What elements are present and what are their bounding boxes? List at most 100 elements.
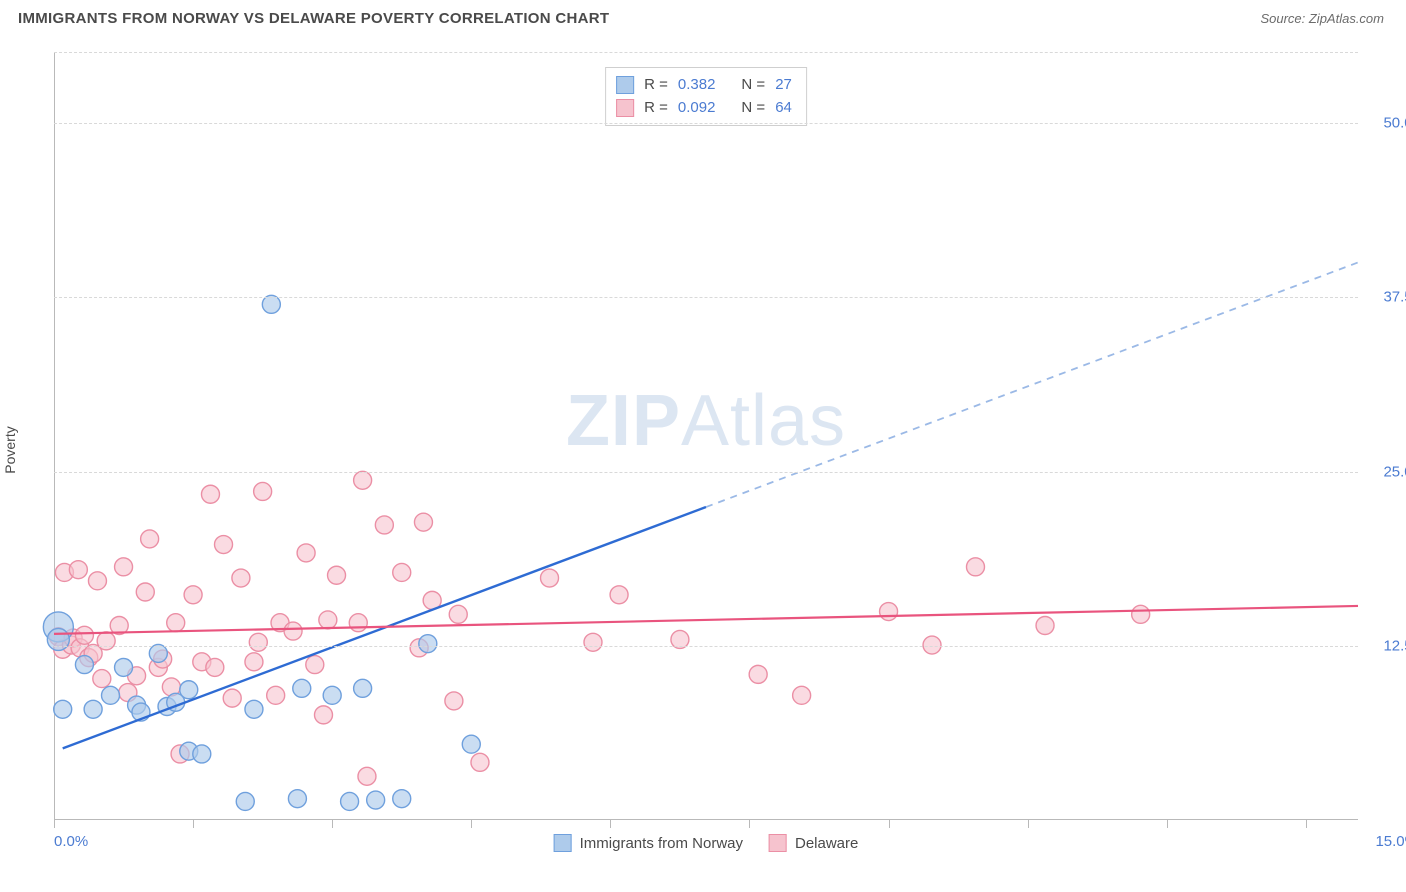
y-tick-label: 12.5% xyxy=(1366,638,1406,655)
scatter-point xyxy=(471,753,489,771)
scatter-point xyxy=(267,686,285,704)
x-tick-mark xyxy=(1306,820,1307,828)
scatter-point xyxy=(414,513,432,531)
scatter-point xyxy=(245,700,263,718)
plot-svg xyxy=(54,53,1358,820)
regression-line xyxy=(54,606,1358,634)
scatter-point xyxy=(201,485,219,503)
chart-container: Poverty ZIPAtlas R =0.382N =27R =0.092N … xyxy=(18,40,1388,860)
scatter-point xyxy=(354,471,372,489)
scatter-point xyxy=(584,633,602,651)
scatter-point xyxy=(323,686,341,704)
scatter-point xyxy=(449,605,467,623)
regression-line-extrapolated xyxy=(706,262,1358,507)
scatter-point xyxy=(319,611,337,629)
grid-line xyxy=(54,472,1358,473)
scatter-point xyxy=(232,569,250,587)
stat-r-value: 0.092 xyxy=(678,97,716,120)
chart-header: IMMIGRANTS FROM NORWAY VS DELAWARE POVER… xyxy=(0,0,1406,33)
scatter-point xyxy=(610,586,628,604)
legend-swatch xyxy=(769,834,787,852)
scatter-point xyxy=(966,558,984,576)
scatter-point xyxy=(254,482,272,500)
stat-r-label: R = xyxy=(644,74,668,97)
scatter-point xyxy=(880,603,898,621)
scatter-point xyxy=(375,516,393,534)
x-tick-mark xyxy=(889,820,890,828)
scatter-point xyxy=(1132,605,1150,623)
x-tick-mark xyxy=(54,820,55,828)
scatter-point xyxy=(462,735,480,753)
legend-stats-row: R = 0.382 N = 27 xyxy=(616,74,792,97)
scatter-point xyxy=(102,686,120,704)
plot-area: ZIPAtlas R =0.382N =27R =0.092N =64 Immi… xyxy=(54,52,1358,820)
scatter-point xyxy=(88,572,106,590)
scatter-point xyxy=(288,790,306,808)
stat-n-value: 27 xyxy=(775,74,792,97)
grid-line xyxy=(54,297,1358,298)
scatter-point xyxy=(115,558,133,576)
y-tick-label: 50.0% xyxy=(1366,114,1406,131)
grid-line xyxy=(54,646,1358,647)
bottom-legend: Immigrants from Norway Delaware xyxy=(554,834,859,852)
scatter-point xyxy=(141,530,159,548)
scatter-point xyxy=(749,665,767,683)
scatter-point xyxy=(245,653,263,671)
scatter-point xyxy=(541,569,559,587)
scatter-point xyxy=(314,706,332,724)
source-name: ZipAtlas.com xyxy=(1309,11,1384,26)
scatter-point xyxy=(328,566,346,584)
scatter-point xyxy=(184,586,202,604)
x-tick-mark xyxy=(1167,820,1168,828)
scatter-point xyxy=(354,679,372,697)
stat-n-value: 64 xyxy=(775,97,792,120)
scatter-point xyxy=(223,689,241,707)
scatter-point xyxy=(75,656,93,674)
legend-swatch xyxy=(616,76,634,94)
scatter-point xyxy=(215,536,233,554)
x-tick-mark xyxy=(1028,820,1029,828)
scatter-point xyxy=(419,635,437,653)
x-tick-mark xyxy=(193,820,194,828)
stat-r-value: 0.382 xyxy=(678,74,716,97)
grid-line xyxy=(54,123,1358,124)
stat-r-label: R = xyxy=(644,97,668,120)
scatter-point xyxy=(306,656,324,674)
scatter-point xyxy=(93,670,111,688)
scatter-point xyxy=(284,622,302,640)
scatter-point xyxy=(393,563,411,581)
scatter-point xyxy=(249,633,267,651)
scatter-point xyxy=(75,626,93,644)
scatter-point xyxy=(293,679,311,697)
legend-swatch xyxy=(616,99,634,117)
legend-stats-row: R =0.092N =64 xyxy=(616,97,792,120)
scatter-point xyxy=(206,658,224,676)
x-tick-mark xyxy=(610,820,611,828)
legend-series-name: Delaware xyxy=(795,835,858,852)
y-axis-label: Poverty xyxy=(2,426,18,473)
scatter-point xyxy=(1036,617,1054,635)
scatter-point xyxy=(54,700,72,718)
scatter-point xyxy=(349,614,367,632)
scatter-point xyxy=(358,767,376,785)
scatter-point xyxy=(923,636,941,654)
stat-n-label: N = xyxy=(741,74,765,97)
scatter-point xyxy=(236,792,254,810)
scatter-point xyxy=(297,544,315,562)
legend-series-name: Immigrants from Norway xyxy=(580,835,743,852)
x-tick-mark xyxy=(749,820,750,828)
scatter-point xyxy=(69,561,87,579)
scatter-point xyxy=(367,791,385,809)
legend-stats-box: R = 0.382 N = 27R = 0.092 N = 64 xyxy=(605,67,807,126)
scatter-point xyxy=(180,681,198,699)
scatter-point xyxy=(445,692,463,710)
scatter-point xyxy=(136,583,154,601)
x-tick-mark xyxy=(332,820,333,828)
x-axis-min-label: 0.0% xyxy=(54,833,88,850)
y-tick-label: 37.5% xyxy=(1366,289,1406,306)
scatter-point xyxy=(341,792,359,810)
legend-swatch xyxy=(554,834,572,852)
scatter-point xyxy=(393,790,411,808)
source-prefix: Source: xyxy=(1260,11,1308,26)
chart-title: IMMIGRANTS FROM NORWAY VS DELAWARE POVER… xyxy=(18,10,609,27)
